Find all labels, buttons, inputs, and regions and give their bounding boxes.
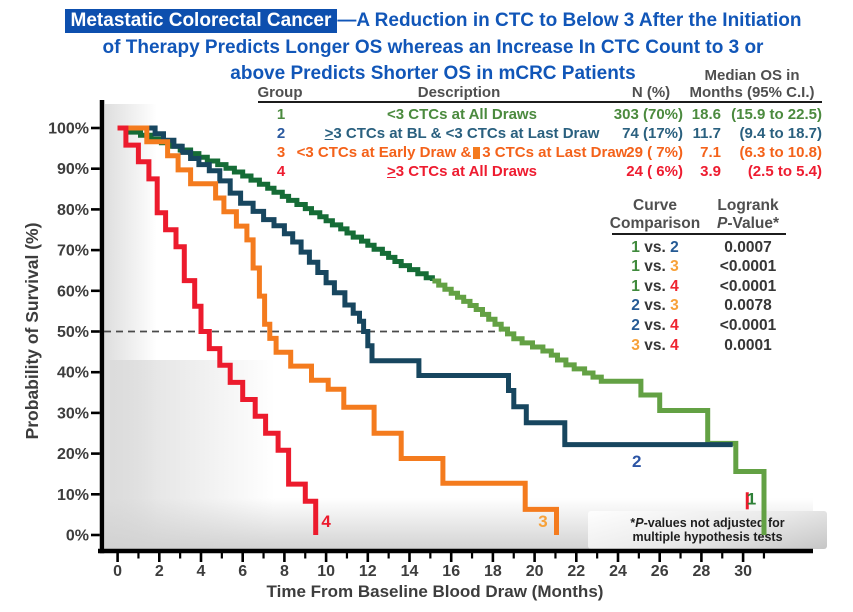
km-curve-group4 (117, 125, 319, 535)
title-highlight: Metastatic Colorectal Cancer (64, 9, 338, 33)
y-tick-label: 100% (48, 121, 89, 138)
km-curve-group2 (117, 125, 733, 448)
x-tick-label: 4 (197, 563, 206, 580)
footnote-panel: *P-values not adjusted for multiple hypo… (588, 511, 827, 549)
x-tick-label: 14 (401, 563, 419, 580)
y-tick-label: 0% (66, 528, 89, 545)
x-tick-label: 26 (651, 563, 669, 580)
curve-label-4: 4 (321, 512, 331, 531)
x-tick-label: 2 (155, 563, 164, 580)
curve-label-1: 1 (747, 489, 756, 508)
x-tick-label: 28 (693, 563, 711, 580)
curve-label-2: 2 (632, 452, 641, 471)
footnote-line-1: *P-values not adjusted for (630, 516, 785, 530)
x-tick-label: 12 (359, 563, 377, 580)
x-tick-label: 22 (567, 563, 585, 580)
y-tick-label: 20% (57, 446, 89, 463)
x-tick-label: 24 (609, 563, 627, 580)
footnote-line-2: multiple hypothesis tests (632, 529, 783, 544)
y-tick-label: 50% (57, 324, 89, 341)
x-tick-label: 30 (734, 563, 752, 580)
x-tick-label: 10 (317, 563, 335, 580)
title-line-3: above Predicts Shorter OS in mCRC Patien… (230, 63, 636, 84)
x-tick-label: 20 (526, 563, 544, 580)
y-tick-label: 10% (57, 487, 89, 504)
x-tick-label: 8 (280, 563, 289, 580)
km-curve-group1-early (117, 125, 435, 281)
x-tick-label: 6 (238, 563, 247, 580)
figure-title: Metastatic Colorectal Cancer —A Reduction… (13, 8, 853, 88)
curve-label-3: 3 (538, 512, 547, 531)
y-tick-label: 60% (57, 283, 89, 300)
y-axis-title: Probability of Survival (%) (22, 223, 42, 440)
km-curve-group1-late (432, 278, 767, 535)
x-tick-label: 18 (484, 563, 502, 580)
title-line-2: of Therapy Predicts Longer OS whereas an… (102, 36, 764, 58)
y-tick-label: 70% (57, 243, 89, 260)
y-tick-label: 90% (57, 161, 89, 178)
y-tick-label: 30% (57, 405, 89, 422)
y-tick-label: 80% (57, 202, 89, 219)
x-tick-label: 0 (113, 563, 122, 580)
title-line-1: Metastatic Colorectal Cancer —A Reduction… (13, 8, 853, 35)
y-tick-label: 40% (57, 365, 89, 382)
x-axis-title: Time From Baseline Blood Draw (Months) (267, 582, 604, 601)
title-line-1-rest: —A Reduction in CTC to Below 3 After the… (337, 10, 802, 31)
km-curve-group3 (117, 125, 559, 535)
x-tick-label: 16 (442, 563, 460, 580)
